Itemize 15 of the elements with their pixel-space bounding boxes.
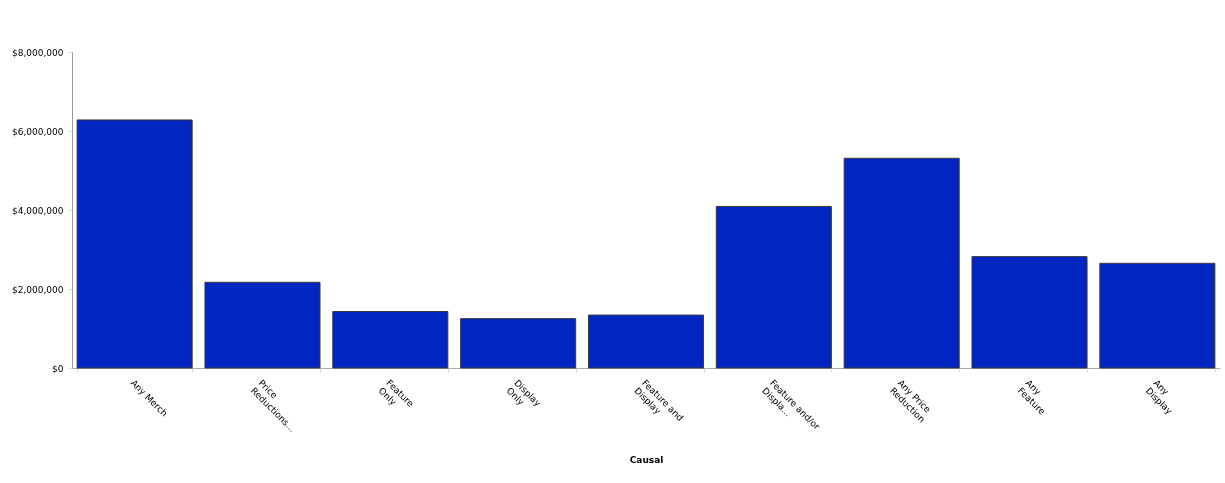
y-tick-label: $0 — [52, 363, 64, 374]
bar — [460, 318, 577, 369]
y-tick-label: $6,000,000 — [11, 126, 64, 137]
bar — [204, 281, 321, 369]
bar — [843, 157, 960, 369]
x-axis-title: Causal — [629, 454, 664, 465]
bar — [715, 205, 832, 369]
bar — [76, 119, 193, 369]
bar — [332, 311, 449, 369]
bar — [1099, 262, 1216, 369]
bar — [971, 256, 1088, 369]
y-tick-label: $2,000,000 — [11, 284, 64, 295]
bar — [587, 314, 705, 369]
y-tick-label: $4,000,000 — [11, 205, 64, 216]
y-tick-label: $8,000,000 — [11, 47, 64, 58]
